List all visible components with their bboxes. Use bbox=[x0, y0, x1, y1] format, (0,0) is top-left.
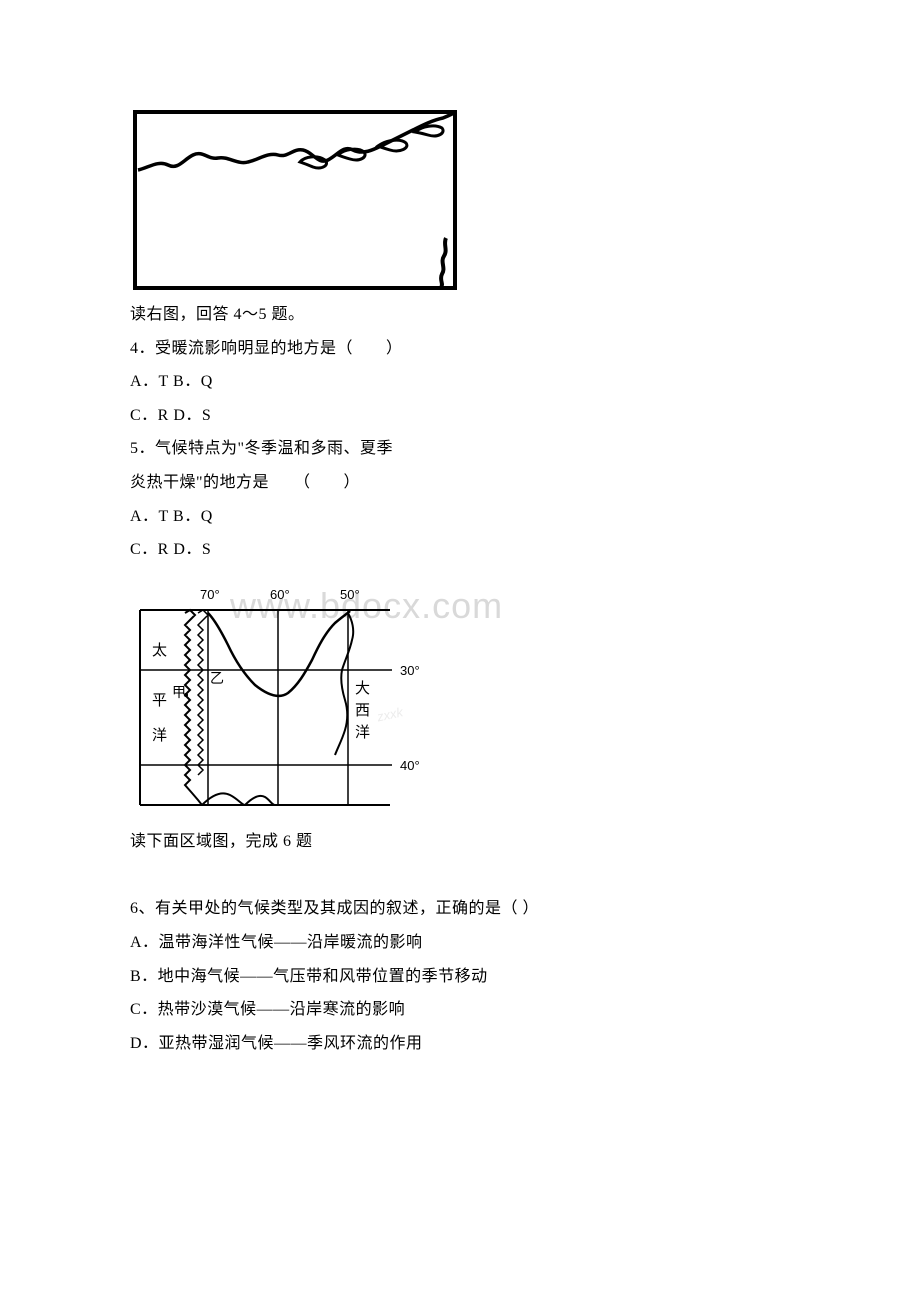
spacer bbox=[130, 858, 790, 892]
svg-text:洋: 洋 bbox=[152, 727, 167, 744]
q4-option-ab: A．T B．Q bbox=[130, 365, 790, 399]
svg-text:西: 西 bbox=[355, 703, 370, 719]
svg-text:太: 太 bbox=[152, 642, 167, 659]
question-5-line1: 5．气候特点为"冬季温和多雨、夏季 bbox=[130, 432, 790, 466]
document-content: 读右图，回答 4～5 题。 4．受暖流影响明显的地方是（ ） A．T B．Q C… bbox=[130, 110, 790, 1060]
svg-text:70°: 70° bbox=[200, 587, 220, 602]
question-5-line2: 炎热干燥"的地方是 （ ） bbox=[130, 466, 790, 500]
svg-text:60°: 60° bbox=[270, 587, 290, 602]
q6-option-d: D．亚热带湿润气候——季风环流的作用 bbox=[130, 1027, 790, 1061]
figure-2-map: 70° 60° 50° 30° 40° 太 平 洋 甲 bbox=[130, 585, 790, 817]
svg-text:甲: 甲 bbox=[172, 686, 186, 701]
svg-text:大: 大 bbox=[355, 680, 370, 697]
question-6: 6、有关甲处的气候类型及其成因的叙述，正确的是（ ） bbox=[130, 892, 790, 926]
svg-text:zxxk: zxxk bbox=[375, 704, 406, 725]
q6-option-c: C．热带沙漠气候——沿岸寒流的影响 bbox=[130, 993, 790, 1027]
figure-1-map bbox=[130, 110, 790, 290]
svg-text:30°: 30° bbox=[400, 663, 420, 678]
instruction-q6: 读下面区域图，完成 6 题 bbox=[130, 825, 790, 859]
q5-option-ab: A．T B．Q bbox=[130, 500, 790, 534]
q6-option-a: A．温带海洋性气候——沿岸暖流的影响 bbox=[130, 926, 790, 960]
q5-option-cd: C．R D．S bbox=[130, 533, 790, 567]
svg-text:洋: 洋 bbox=[355, 724, 370, 741]
q6-option-b: B．地中海气候——气压带和风带位置的季节移动 bbox=[130, 960, 790, 994]
svg-text:40°: 40° bbox=[400, 758, 420, 773]
svg-text:乙: 乙 bbox=[210, 671, 224, 687]
question-4: 4．受暖流影响明显的地方是（ ） bbox=[130, 332, 790, 366]
instruction-q4-5: 读右图，回答 4～5 题。 bbox=[130, 298, 790, 332]
q4-option-cd: C．R D．S bbox=[130, 399, 790, 433]
svg-text:50°: 50° bbox=[340, 587, 360, 602]
svg-text:平: 平 bbox=[152, 693, 167, 709]
